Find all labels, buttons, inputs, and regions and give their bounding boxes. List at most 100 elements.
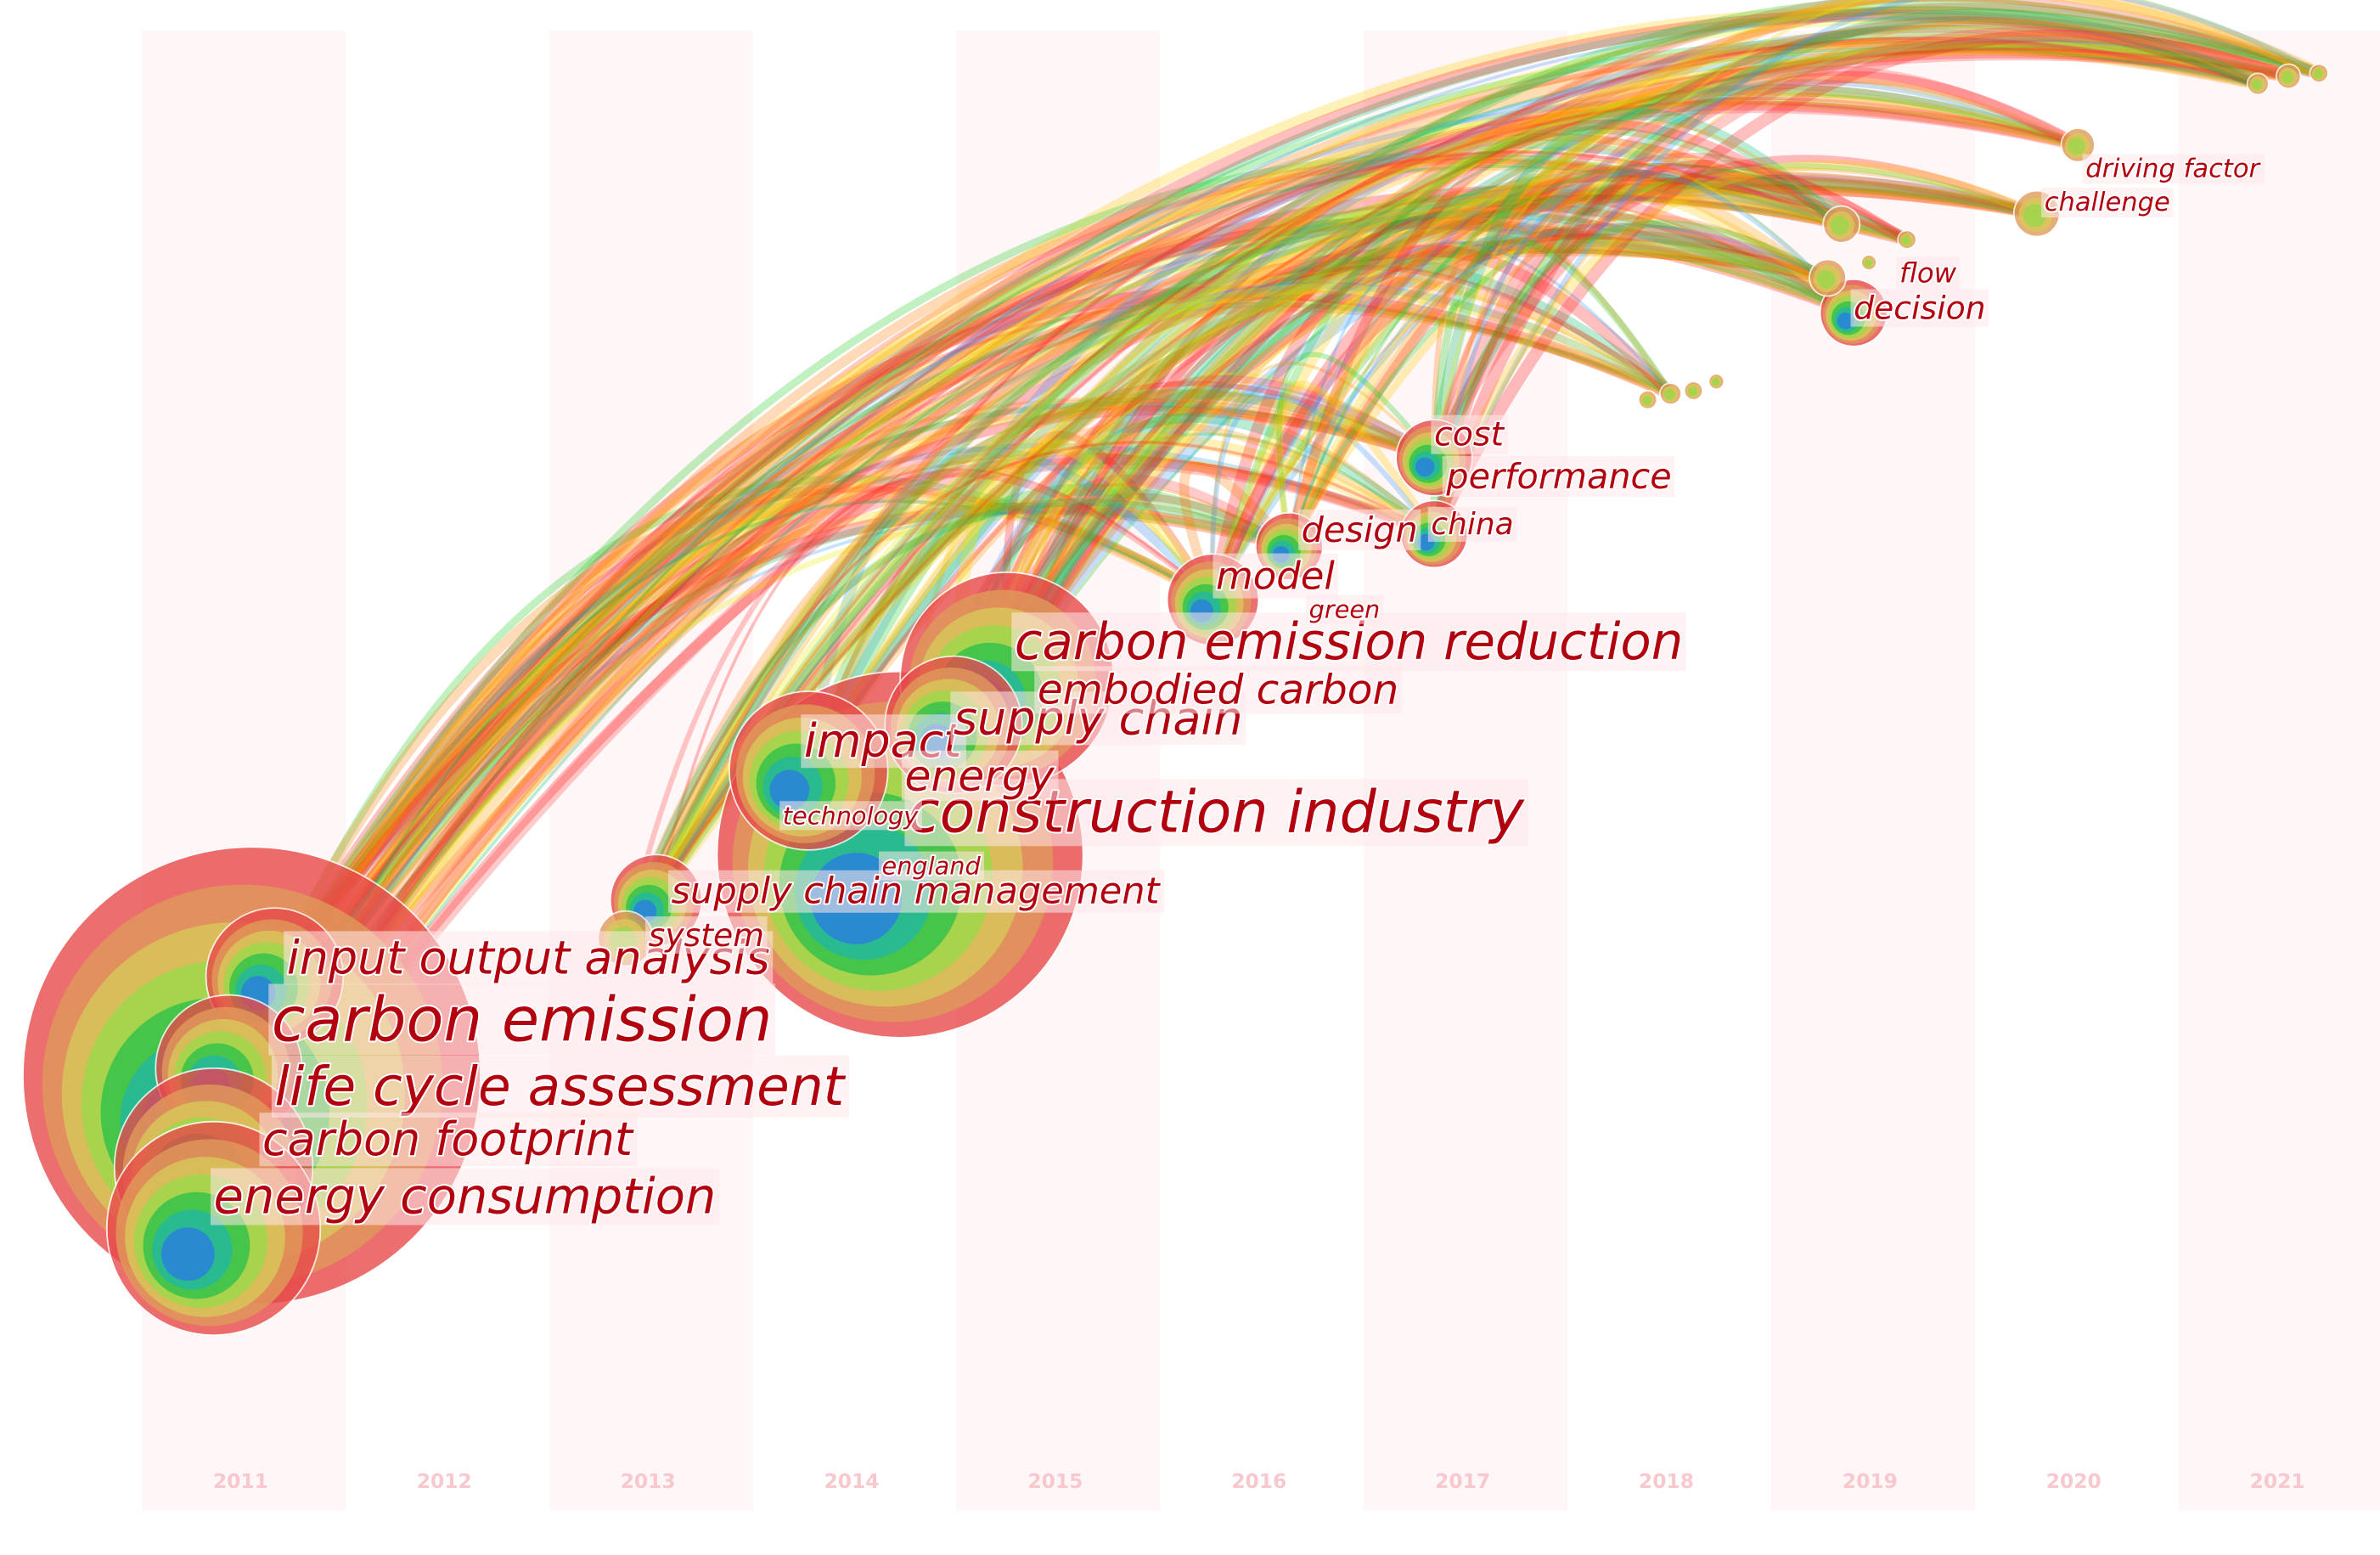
citation-link [1283, 167, 1858, 549]
citation-link [1430, 155, 2039, 459]
citation-link [803, 0, 2321, 775]
citation-link [951, 234, 1829, 726]
citation-link [1003, 132, 1843, 681]
citation-link [271, 152, 1843, 979]
keyword-label: system [649, 916, 764, 954]
citation-link [951, 175, 1909, 726]
citation-link [803, 446, 1217, 772]
citation-link [652, 239, 1829, 903]
citation-link [1428, 8, 2261, 461]
citation-link [1208, 0, 2321, 602]
citation-link [805, 87, 2079, 773]
label-background [1213, 553, 1338, 599]
citation-link [209, 48, 2290, 1170]
keyword-label: driving factor [2085, 154, 2261, 183]
citation-link [1002, 185, 1857, 681]
citation-link [1432, 121, 1843, 535]
citation-link [802, 194, 1857, 774]
keyword-label: design [1302, 510, 1418, 550]
citation-link [211, 165, 1843, 1230]
year-stripe [2178, 30, 2380, 1511]
citation-link [212, 17, 2320, 1169]
citation-link [272, 442, 1436, 978]
citation-link [269, 239, 1829, 981]
year-label: 2015 [1027, 1469, 1083, 1493]
citation-link [211, 227, 1854, 1169]
year-label: 2020 [2046, 1469, 2101, 1493]
year-label: 2014 [824, 1469, 880, 1493]
citation-link [224, 155, 1843, 1071]
citation-link [948, 84, 2080, 728]
keyword-node-ring [1712, 378, 1720, 386]
citation-link [1209, 20, 2259, 602]
label-background [271, 1055, 850, 1118]
keyword-node-ring [160, 1227, 215, 1282]
keyword-node-ring [1831, 217, 1849, 235]
keyword-node-ring [1688, 386, 1697, 397]
citation-link [652, 281, 1673, 902]
citation-link [1287, 163, 1908, 547]
citation-link [624, 441, 1435, 939]
citation-link [1207, 223, 1831, 602]
keyword-node-ring [1415, 457, 1435, 477]
citation-link [650, 91, 2080, 904]
citation-link [1432, 19, 2259, 535]
citation-link [622, 498, 1291, 940]
citation-link [271, 37, 2259, 979]
citation-link [247, 244, 1829, 1079]
citation-link [1005, 172, 2038, 680]
citation-link [225, 99, 2079, 1071]
citation-link [624, 48, 2289, 940]
keyword-label: carbon footprint [262, 1113, 634, 1166]
citation-link [210, 195, 1909, 1231]
citation-link [807, 179, 1908, 772]
citation-link [249, 486, 1215, 1078]
keyword-node-ring [2251, 79, 2263, 91]
keyword-label: performance [1445, 456, 1671, 497]
citation-link [246, 397, 1437, 1079]
citation-link [1211, 167, 2038, 600]
citation-link [269, 285, 1674, 980]
citation-link [1431, 223, 1674, 459]
keyword-label: china [1431, 507, 1513, 542]
citation-link [624, 97, 2079, 939]
citation-link [247, 189, 1909, 1079]
keyword-label: energy consumption [214, 1168, 717, 1225]
keyword-label: flow [1899, 256, 1957, 289]
keyword-node-ring [1864, 259, 1872, 268]
citation-link [1002, 0, 2321, 682]
year-stripe [1364, 30, 1568, 1511]
citation-link [271, 475, 1215, 978]
citation-link [1004, 408, 1437, 680]
citation-link [951, 265, 1673, 726]
citation-link [273, 182, 2038, 978]
label-background [779, 801, 922, 831]
citation-link [650, 42, 2290, 904]
citation-link [805, 420, 1437, 772]
keyword-label: life cycle assessment [274, 1056, 846, 1118]
citation-link [223, 8, 2321, 1072]
label-background [1427, 506, 1517, 542]
label-background [878, 851, 985, 881]
keyword-label: cost [1434, 415, 1505, 454]
citation-link [211, 194, 1908, 1169]
label-background [2082, 154, 2265, 184]
year-label: 2016 [1231, 1469, 1286, 1493]
citation-link [224, 38, 2259, 1072]
citation-link [210, 304, 1673, 1231]
citation-link [807, 271, 1672, 772]
keyword-node-ring [2281, 70, 2294, 84]
citation-link [805, 41, 2290, 774]
keyword-label: england [882, 852, 982, 881]
citation-link [211, 301, 1672, 1169]
citation-link [897, 3, 2321, 857]
label-background [1431, 414, 1509, 454]
citation-link [651, 388, 1437, 903]
citation-link [208, 48, 2290, 1232]
citation-link [898, 45, 2289, 856]
citation-link [1001, 256, 1675, 681]
citation-link [1274, 380, 1438, 547]
citation-link [1276, 352, 1437, 547]
keyword-node-ring [1837, 312, 1854, 330]
citation-link [1207, 245, 1675, 601]
